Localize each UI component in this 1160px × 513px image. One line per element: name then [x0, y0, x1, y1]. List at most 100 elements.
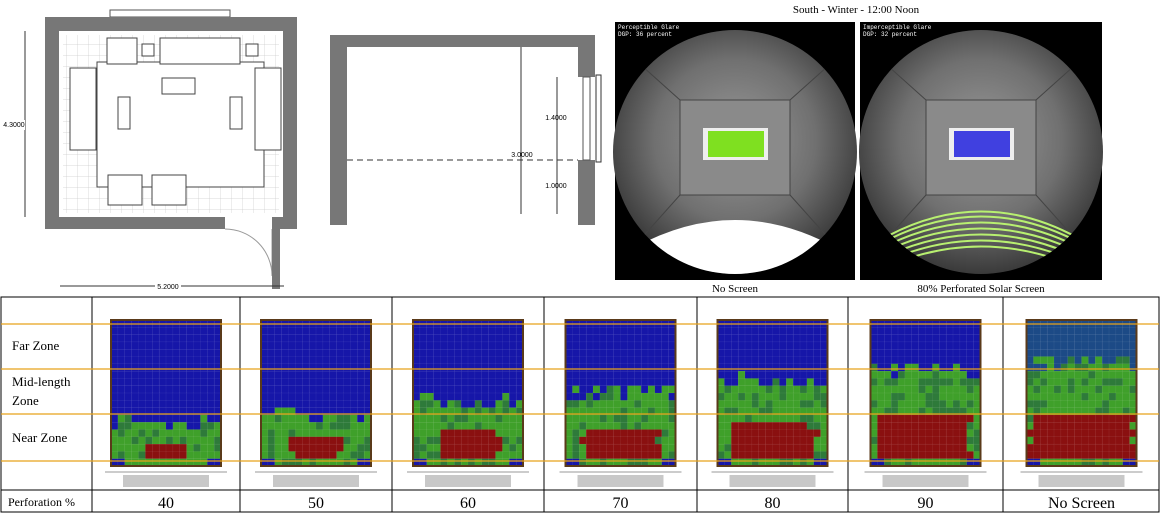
cell	[1047, 335, 1054, 343]
cell	[655, 451, 662, 459]
cell	[662, 349, 669, 357]
cell	[268, 327, 275, 335]
cell	[648, 357, 655, 365]
cell	[786, 371, 793, 379]
cell	[593, 451, 600, 459]
cell	[323, 437, 330, 445]
cell	[724, 430, 731, 438]
cell	[779, 386, 786, 394]
cell	[159, 327, 166, 335]
cell	[482, 378, 489, 386]
cell	[295, 393, 302, 401]
cell	[773, 386, 780, 394]
cell	[627, 400, 634, 408]
cell	[800, 415, 807, 423]
cell	[946, 444, 953, 452]
cell	[268, 386, 275, 394]
cell	[779, 349, 786, 357]
cell	[282, 400, 289, 408]
cell	[932, 335, 939, 343]
cell	[261, 393, 268, 401]
cell	[337, 451, 344, 459]
cell	[180, 349, 187, 357]
cell	[350, 437, 357, 445]
cell	[166, 364, 173, 372]
cell	[566, 430, 573, 438]
cell	[898, 335, 905, 343]
cell	[159, 378, 166, 386]
cell	[634, 437, 641, 445]
cell	[166, 327, 173, 335]
cell	[1082, 335, 1089, 343]
cell	[1033, 327, 1040, 335]
cell	[884, 451, 891, 459]
cell	[926, 342, 933, 350]
cell	[447, 400, 454, 408]
cell	[420, 444, 427, 452]
cell	[413, 378, 420, 386]
cell	[207, 430, 214, 438]
cell	[793, 378, 800, 386]
cell	[118, 364, 125, 372]
cell	[773, 342, 780, 350]
cell	[489, 393, 496, 401]
cell	[482, 444, 489, 452]
cell	[159, 371, 166, 379]
cell	[447, 430, 454, 438]
cell	[967, 415, 974, 423]
cell	[960, 378, 967, 386]
cell	[152, 364, 159, 372]
cell	[662, 415, 669, 423]
cell	[641, 444, 648, 452]
cell	[655, 415, 662, 423]
cell	[946, 364, 953, 372]
cell	[475, 342, 482, 350]
cell	[194, 393, 201, 401]
cell	[586, 378, 593, 386]
cell	[572, 357, 579, 365]
cell	[447, 444, 454, 452]
cell	[268, 335, 275, 343]
cell	[731, 386, 738, 394]
cell	[572, 415, 579, 423]
cell	[953, 335, 960, 343]
cell	[1082, 415, 1089, 423]
cell	[434, 342, 441, 350]
cell	[1109, 357, 1116, 365]
cell	[1082, 371, 1089, 379]
cell	[648, 415, 655, 423]
cell	[800, 400, 807, 408]
cell	[926, 364, 933, 372]
cell	[489, 371, 496, 379]
cell	[357, 335, 364, 343]
cell	[323, 451, 330, 459]
cell	[614, 371, 621, 379]
perforation-value: 70	[613, 495, 629, 512]
cell	[1047, 393, 1054, 401]
cell	[877, 437, 884, 445]
cell	[482, 327, 489, 335]
cell	[731, 342, 738, 350]
cell	[662, 342, 669, 350]
cell	[413, 415, 420, 423]
cell	[891, 386, 898, 394]
cell	[282, 327, 289, 335]
cell	[152, 400, 159, 408]
cell	[766, 437, 773, 445]
cell	[773, 327, 780, 335]
cell	[745, 430, 752, 438]
cell	[579, 357, 586, 365]
cell	[655, 357, 662, 365]
cell	[614, 364, 621, 372]
cell	[586, 400, 593, 408]
cell	[766, 451, 773, 459]
cell	[159, 437, 166, 445]
cell	[884, 386, 891, 394]
cell	[461, 430, 468, 438]
cell	[454, 437, 461, 445]
cell	[627, 349, 634, 357]
cell	[607, 378, 614, 386]
cell	[912, 349, 919, 357]
cell	[946, 393, 953, 401]
cell	[357, 378, 364, 386]
